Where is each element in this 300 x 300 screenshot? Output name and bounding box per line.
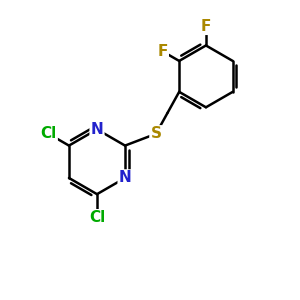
Text: Cl: Cl [89, 210, 105, 225]
Text: N: N [119, 170, 131, 185]
Text: F: F [158, 44, 168, 59]
Text: F: F [201, 19, 211, 34]
Text: N: N [91, 122, 103, 137]
Text: S: S [151, 126, 161, 141]
Text: Cl: Cl [40, 126, 57, 141]
